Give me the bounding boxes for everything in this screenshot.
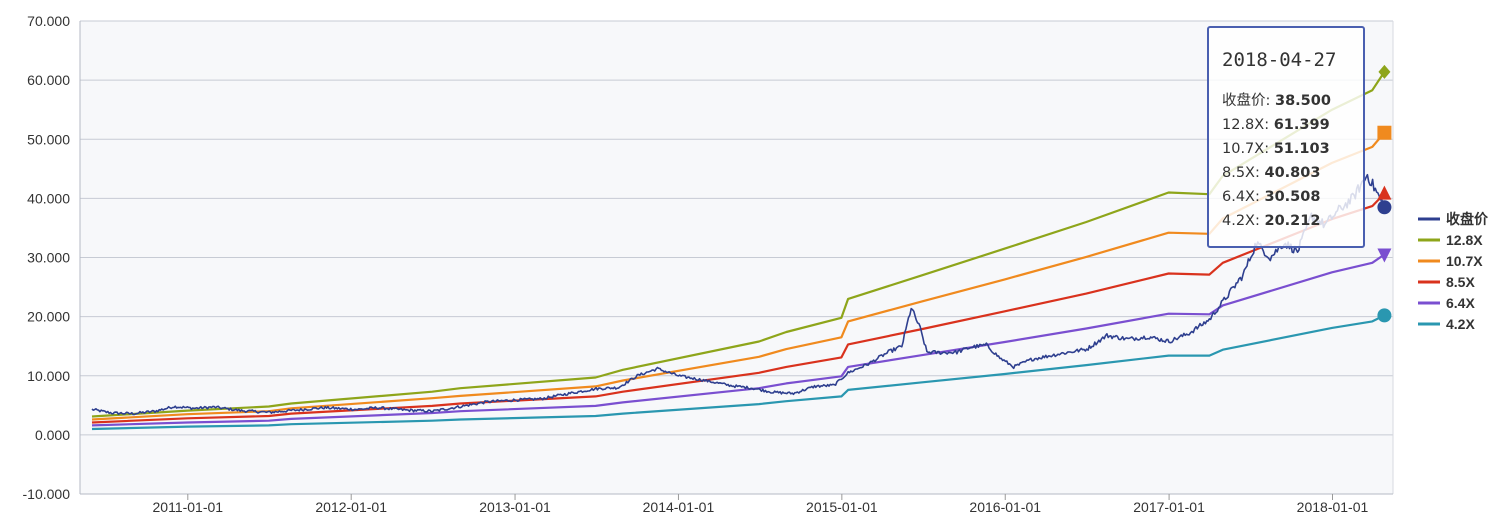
y-tick-label: 60.000 — [27, 72, 70, 88]
legend: 收盘价 12.8X 10.7X 8.5X 6.4X 4.2X — [1418, 211, 1489, 332]
x-tick-label: 2017-01-01 — [1133, 499, 1205, 515]
x-tick-label: 2011-01-01 — [153, 499, 224, 515]
tooltip-date: 2018-04-27 — [1222, 49, 1336, 71]
tooltip-row: 10.7X: 51.103 — [1222, 141, 1330, 157]
x-tick-label: 2012-01-01 — [315, 499, 387, 515]
y-tick-label: 40.000 — [27, 190, 70, 206]
tooltip-row-value: 30.508 — [1265, 189, 1321, 205]
series-line-收盘价 — [91, 173, 1386, 416]
end-marker-4.2X — [1377, 308, 1392, 323]
tooltip-row-value: 38.500 — [1275, 93, 1331, 109]
x-tick-label: 2015-01-01 — [806, 499, 878, 515]
end-marker-收盘价 — [1377, 200, 1392, 215]
y-tick-label: 30.000 — [27, 250, 70, 266]
legend-label: 4.2X — [1446, 316, 1475, 332]
tooltip-row: 8.5X: 40.803 — [1222, 165, 1320, 181]
x-tick-label: 2018-01-01 — [1297, 499, 1369, 515]
y-tick-label: 10.000 — [27, 368, 70, 384]
tooltip-row-label: 4.2X: — [1222, 213, 1265, 229]
tooltip-row: 收盘价: 38.500 — [1222, 91, 1331, 109]
series-end-markers — [1377, 64, 1392, 323]
y-tick-label: 0.000 — [35, 427, 70, 443]
tooltip-row: 12.8X: 61.399 — [1222, 117, 1330, 133]
tooltip-row-label: 12.8X: — [1222, 117, 1274, 133]
tooltip-row-label: 8.5X: — [1222, 165, 1265, 181]
series-line-8.5X — [91, 192, 1386, 424]
y-axis-ticks: -10.000 0.000 10.000 20.000 30.000 40.000 50.0… — [23, 13, 71, 502]
end-marker-10.7X — [1377, 125, 1392, 140]
legend-label: 收盘价 — [1446, 211, 1489, 227]
tooltip-row: 6.4X: 30.508 — [1222, 189, 1320, 205]
series-line-4.2X — [91, 314, 1385, 431]
x-tick-label: 2016-01-01 — [969, 499, 1041, 515]
y-tick-label: 70.000 — [27, 13, 70, 29]
x-tick-label: 2013-01-01 — [479, 499, 551, 515]
end-marker-12.8X — [1378, 64, 1391, 79]
legend-label: 12.8X — [1446, 232, 1483, 248]
legend-label: 8.5X — [1446, 274, 1475, 290]
tooltip-row-label: 10.7X: — [1222, 141, 1274, 157]
tooltip-row-label: 收盘价: — [1222, 91, 1275, 109]
tooltip-row: 4.2X: 20.212 — [1222, 213, 1320, 229]
end-marker-8.5X — [1377, 185, 1392, 200]
tooltip-row-value: 40.803 — [1265, 165, 1321, 181]
y-tick-label: 20.000 — [27, 309, 70, 325]
tooltip-row-value: 61.399 — [1274, 117, 1330, 133]
x-axis: 2011-01-01 2012-01-01 2013-01-01 2014-01-01… — [80, 493, 1393, 515]
tooltip-row-value: 51.103 — [1274, 141, 1330, 157]
tooltip-box — [1207, 26, 1365, 248]
y-tick-label: 50.000 — [27, 131, 70, 147]
tooltip-row-value: 20.212 — [1265, 213, 1321, 229]
end-marker-6.4X — [1377, 248, 1392, 263]
legend-label: 6.4X — [1446, 295, 1475, 311]
legend-label: 10.7X — [1446, 253, 1483, 269]
tooltip-row-label: 6.4X: — [1222, 189, 1265, 205]
x-tick-label: 2014-01-01 — [643, 499, 715, 515]
y-tick-label: -10.000 — [23, 486, 71, 502]
